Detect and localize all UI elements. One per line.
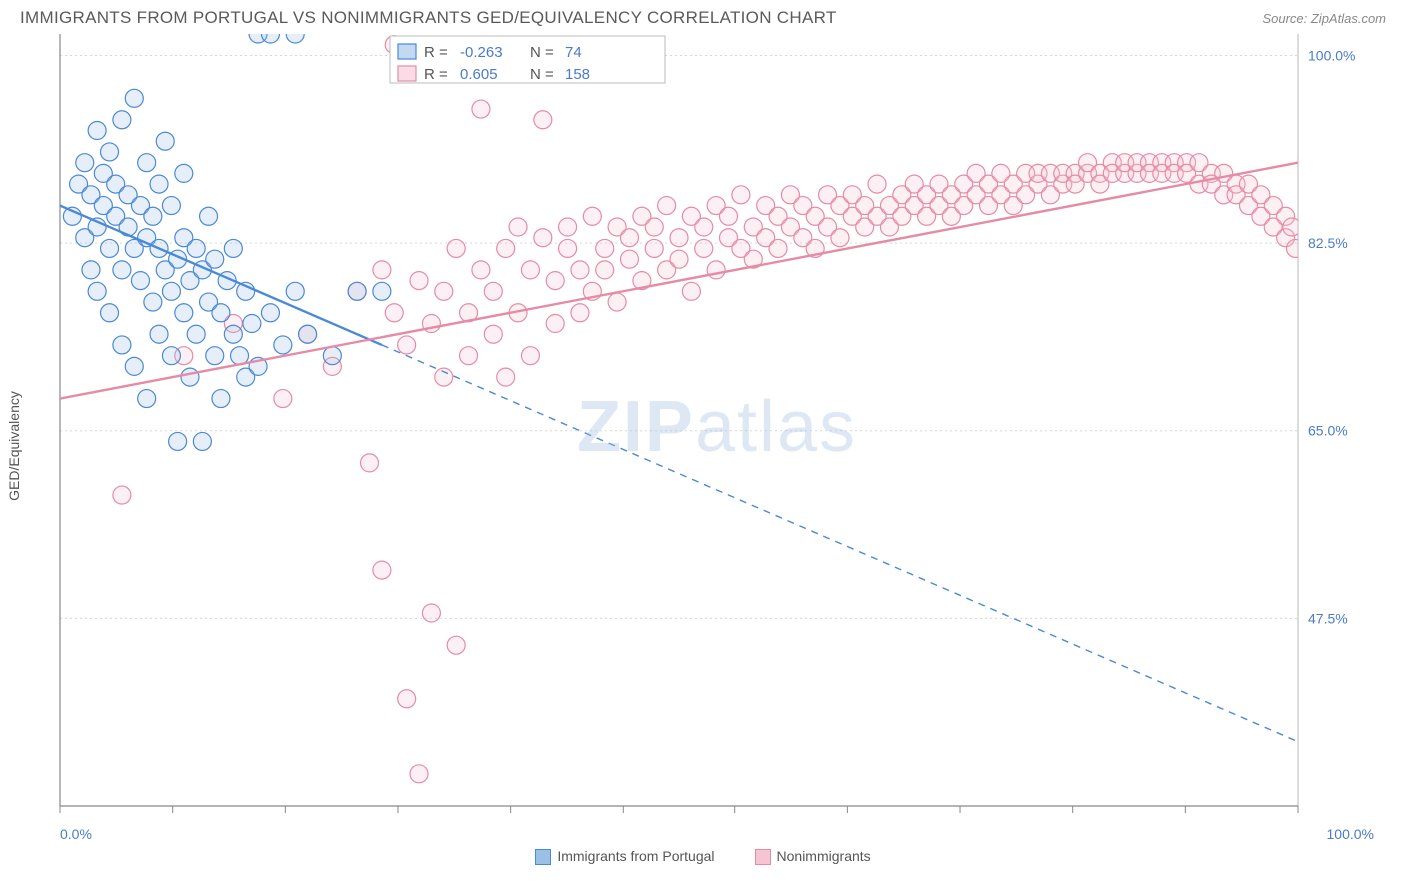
svg-text:74: 74 (565, 44, 582, 61)
legend-item-series2: Nonimmigrants (755, 848, 871, 865)
svg-text:0.605: 0.605 (460, 66, 498, 83)
svg-text:N =: N = (530, 66, 554, 83)
svg-text:N =: N = (530, 44, 554, 61)
legend-item-series1: Immigrants from Portugal (535, 848, 714, 865)
svg-text:100.0%: 100.0% (1308, 47, 1355, 63)
x-min-label: 0.0% (60, 826, 92, 842)
svg-text:R =: R = (424, 44, 448, 61)
x-axis-end-labels: 0.0% 100.0% (60, 826, 1374, 842)
source-label: Source: ZipAtlas.com (1262, 11, 1386, 26)
legend-bottom: Immigrants from Portugal Nonimmigrants (0, 848, 1406, 865)
svg-text:158: 158 (565, 66, 590, 83)
legend-swatch-1 (535, 849, 551, 865)
svg-text:R =: R = (424, 66, 448, 83)
svg-text:65.0%: 65.0% (1308, 423, 1348, 439)
svg-text:-0.263: -0.263 (460, 44, 503, 61)
scatter-chart: 47.5% 65.0% 82.5% 100.0% R = -0.263 N = 74 R = 0.… (48, 32, 1368, 822)
x-max-label: 100.0% (1327, 826, 1374, 842)
svg-text:82.5%: 82.5% (1308, 235, 1348, 251)
svg-text:47.5%: 47.5% (1308, 610, 1348, 626)
y-axis-label: GED/Equivalency (6, 391, 22, 501)
chart-container: 47.5% 65.0% 82.5% 100.0% R = -0.263 N = 74 R = 0.… (48, 32, 1386, 822)
title-bar: IMMIGRANTS FROM PORTUGAL VS NONIMMIGRANT… (0, 0, 1406, 32)
chart-title: IMMIGRANTS FROM PORTUGAL VS NONIMMIGRANT… (20, 8, 837, 28)
legend-swatch-2 (755, 849, 771, 865)
